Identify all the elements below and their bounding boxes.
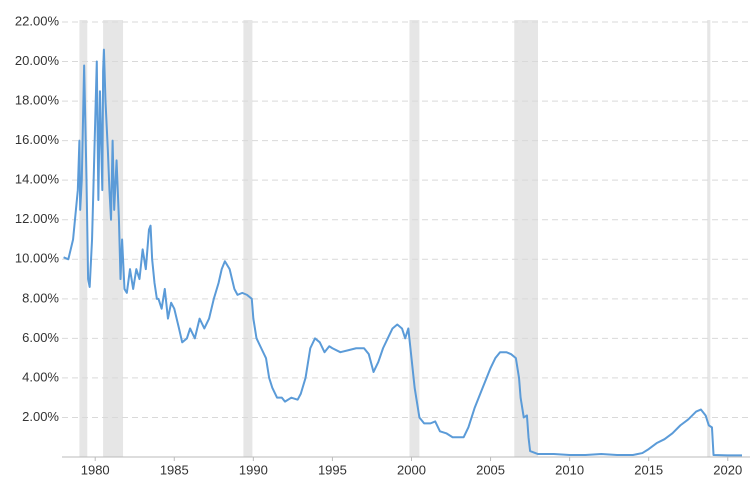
recession-band xyxy=(514,20,538,457)
y-tick-label: 20.00% xyxy=(15,53,60,68)
y-tick-label: 4.00% xyxy=(22,369,59,384)
y-tick-label: 2.00% xyxy=(22,409,59,424)
x-tick-label: 1995 xyxy=(318,462,347,477)
y-tick-label: 18.00% xyxy=(15,93,60,108)
y-tick-label: 22.00% xyxy=(15,13,60,28)
y-tick-label: 6.00% xyxy=(22,330,59,345)
x-tick-label: 2010 xyxy=(555,462,584,477)
x-tick-label: 1990 xyxy=(239,462,268,477)
y-tick-label: 10.00% xyxy=(15,251,60,266)
x-tick-label: 2000 xyxy=(397,462,426,477)
y-tick-label: 14.00% xyxy=(15,172,60,187)
y-tick-label: 12.00% xyxy=(15,211,60,226)
y-tick-label: 16.00% xyxy=(15,132,60,147)
x-tick-label: 2005 xyxy=(476,462,505,477)
recession-band xyxy=(243,20,253,457)
x-tick-label: 1985 xyxy=(160,462,189,477)
x-tick-label: 2015 xyxy=(634,462,663,477)
y-tick-label: 8.00% xyxy=(22,290,59,305)
line-series xyxy=(63,48,742,457)
recession-band xyxy=(409,20,420,457)
recession-band xyxy=(79,20,88,457)
x-tick-label: 2020 xyxy=(713,462,742,477)
recession-band xyxy=(103,20,124,457)
x-tick-label: 1980 xyxy=(81,462,110,477)
recession-band xyxy=(707,20,711,457)
